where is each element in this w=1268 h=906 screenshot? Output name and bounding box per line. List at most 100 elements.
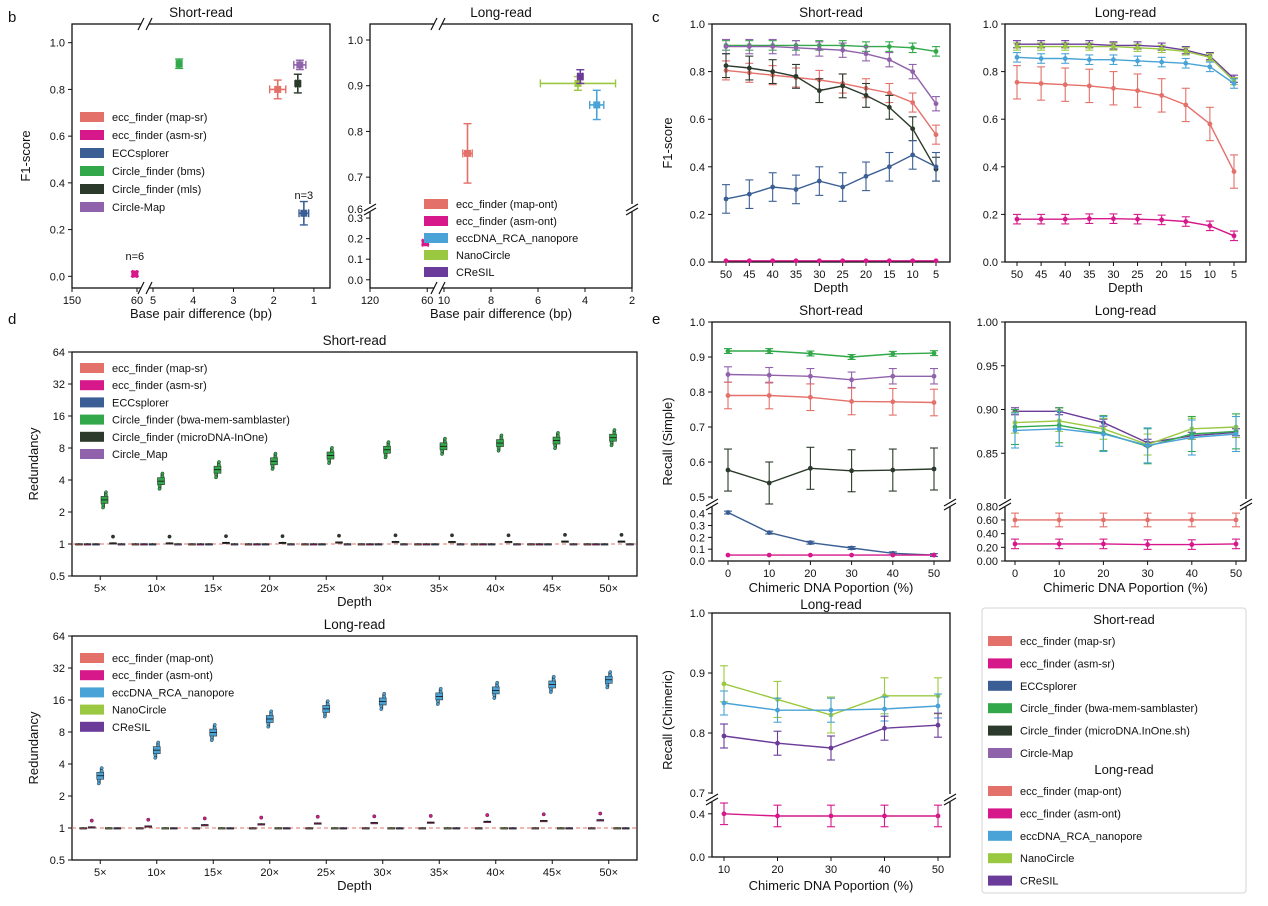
y-tick-label: 0.2	[690, 532, 705, 544]
series-rca	[1011, 410, 1240, 464]
y-tick-label: 16	[53, 411, 65, 423]
y-tick-label: 0.40	[977, 529, 998, 541]
series-nanocircle	[104, 827, 622, 830]
data-point	[1207, 121, 1213, 127]
axis-break-mark	[430, 281, 438, 295]
chart-title: Long-read	[800, 597, 862, 612]
data-point	[828, 707, 834, 713]
chart-title: Long-read	[324, 617, 386, 632]
axis-break-mark	[943, 502, 957, 511]
x-tick-label: 20	[804, 568, 816, 580]
data-point	[1056, 426, 1062, 432]
data-point	[793, 187, 799, 192]
y-tick-label: 0.1	[348, 254, 363, 266]
x-tick-label: 5×	[94, 867, 107, 879]
data-point	[933, 132, 939, 138]
data-point	[1189, 435, 1195, 440]
x-tick-label: 35×	[430, 867, 449, 879]
legend-label: ECCsplorer	[1020, 681, 1077, 693]
data-point	[1111, 216, 1116, 222]
chart-title: Long-read	[1095, 303, 1157, 318]
axis-break-mark	[137, 17, 145, 31]
y-axis-label: Recall (Chimeric)	[660, 670, 675, 770]
legend-swatch	[80, 704, 104, 715]
y-tick-label: 0.2	[983, 209, 998, 221]
y-tick-label: 0.8	[348, 126, 363, 138]
data-point	[175, 60, 183, 68]
x-tick-label: 25×	[317, 583, 336, 595]
data-point	[863, 93, 869, 98]
outlier-point	[202, 816, 207, 821]
plot-frame	[71, 351, 638, 577]
data-point	[1189, 542, 1195, 547]
x-tick-label: 30×	[373, 583, 392, 595]
box-point	[160, 471, 165, 476]
legend-swatch	[80, 653, 104, 663]
y-tick-label: 0.4	[50, 178, 65, 190]
data-point	[1014, 216, 1020, 222]
y-tick-label: 0.1	[690, 544, 705, 556]
data-point	[816, 46, 822, 52]
x-tick-label: 15×	[204, 867, 223, 879]
series-line	[725, 69, 937, 136]
legend-swatch	[80, 721, 104, 732]
legend-swatch	[988, 680, 1012, 691]
data-point	[770, 44, 776, 50]
data-point	[910, 152, 916, 158]
axis-break-mark	[705, 797, 719, 806]
data-point	[1159, 46, 1165, 52]
data-point	[1062, 216, 1068, 222]
series-cf_black	[724, 446, 938, 505]
series-circlemap	[724, 366, 938, 389]
legend-label: Circle_Map	[112, 449, 168, 461]
data-point	[863, 51, 869, 57]
data-point	[910, 126, 916, 132]
data-point	[1233, 517, 1239, 523]
x-tick-label: 15×	[204, 583, 223, 595]
series-ecc_asm	[1013, 213, 1238, 242]
x-tick-label: 0	[1012, 568, 1018, 580]
legend-header-short: Short-read	[1093, 612, 1154, 627]
x-tick-label: 15	[1180, 269, 1192, 281]
y-tick-label: 64	[53, 631, 65, 643]
scatter-point-eccsplorer	[298, 200, 310, 226]
data-point	[828, 813, 834, 819]
outlier-point	[598, 811, 603, 816]
box-point	[556, 431, 560, 435]
y-tick-label: 0.8	[50, 84, 65, 96]
plot-frame	[1004, 23, 1247, 263]
y-tick-label: 0.90	[977, 405, 998, 417]
legend-box	[981, 607, 1247, 894]
chart-title: Long-read	[470, 5, 532, 20]
data-point	[1135, 58, 1140, 64]
series-line	[725, 65, 937, 170]
legend-swatch	[988, 658, 1012, 669]
y-tick-label: 0.9	[348, 81, 363, 93]
y-tick-label: 0.9	[690, 668, 705, 680]
x-tick-label: 20×	[260, 867, 279, 879]
chart-title: Short-read	[799, 5, 863, 20]
y-tick-label: 0.0	[690, 556, 705, 568]
x-tick-label: 20	[860, 269, 872, 281]
data-point	[890, 552, 896, 558]
data-point	[723, 44, 729, 50]
y-axis-label: Recall (Simple)	[660, 397, 675, 485]
x-tick-label: 10×	[147, 867, 166, 879]
x-tick-label: 6	[535, 295, 541, 307]
x-tick-label: 5	[1231, 269, 1237, 281]
outlier-point	[89, 818, 94, 823]
y-tick-label: 0.4	[690, 162, 705, 174]
y-tick-label: 32	[53, 663, 65, 675]
x-tick-label: 50	[1230, 568, 1242, 580]
legend-swatch	[988, 748, 1012, 758]
y-axis-label: Redundancy	[26, 711, 41, 784]
data-point	[464, 149, 471, 157]
y-tick-label: 1.0	[690, 608, 705, 620]
data-point	[793, 258, 799, 264]
x-tick-label: 45	[1035, 269, 1047, 281]
legend-swatch	[988, 725, 1012, 736]
data-point	[1014, 54, 1020, 60]
data-point	[725, 372, 731, 377]
y-tick-label: 0.60	[977, 515, 998, 527]
box-point	[104, 490, 108, 495]
